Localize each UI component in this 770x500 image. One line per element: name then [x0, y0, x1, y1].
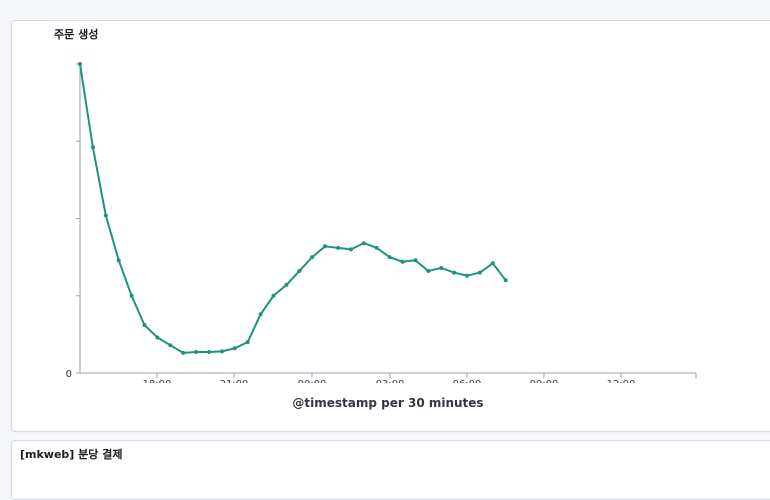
y-tick-label: 0: [66, 369, 72, 380]
data-point: [387, 255, 392, 260]
data-point: [310, 255, 315, 260]
chart-panel-order-creation: 주문 생성 0 18:00 21:00 00:00 03:00 06:00 09:00 12:…: [11, 20, 770, 432]
data-point: [348, 247, 353, 252]
data-point: [490, 261, 495, 266]
data-point: [258, 312, 263, 317]
data-point: [361, 241, 366, 246]
data-point: [452, 270, 457, 275]
data-point: [116, 258, 121, 263]
data-point: [284, 282, 289, 287]
data-point: [465, 273, 469, 278]
x-tick-label: 03:00: [376, 379, 405, 390]
data-point: [297, 269, 302, 274]
data-point: [194, 349, 199, 354]
data-point: [103, 213, 108, 218]
data-point: [323, 244, 328, 249]
data-point: [129, 293, 134, 298]
panel-title: [mkweb] 분당 결제: [20, 448, 123, 461]
data-point: [207, 349, 211, 354]
line-chart: 0 18:00 21:00 00:00 03:00 06:00 09:00 12:00 @tim…: [66, 62, 697, 410]
data-point: [426, 269, 431, 274]
x-tick-label: 18:00: [143, 379, 172, 390]
data-point: [413, 258, 418, 263]
data-point: [336, 245, 340, 250]
data-point: [439, 265, 444, 270]
data-point: [181, 350, 186, 355]
panel-title: 주문 생성: [54, 28, 99, 41]
data-point: [219, 349, 224, 354]
x-tick-label: 00:00: [298, 379, 327, 390]
x-tick-label: 21:00: [220, 379, 249, 390]
chart-panel-payments-per-minute: [mkweb] 분당 결제: [11, 440, 770, 500]
data-point: [78, 62, 82, 66]
x-tick-label: 12:00: [607, 379, 636, 390]
series-line: [79, 63, 507, 354]
x-axis-title: @timestamp per 30 minutes: [292, 396, 483, 410]
data-point: [271, 293, 276, 298]
data-point: [142, 323, 147, 328]
data-point: [155, 335, 160, 340]
data-point: [90, 145, 95, 150]
x-tick-label: 09:00: [530, 379, 559, 390]
x-tick-label: 06:00: [453, 379, 482, 390]
data-point: [400, 259, 405, 264]
data-point: [477, 270, 482, 275]
data-point: [374, 245, 379, 250]
data-point: [168, 343, 173, 348]
data-point: [232, 346, 237, 351]
data-point: [245, 340, 250, 345]
data-point: [503, 278, 508, 283]
